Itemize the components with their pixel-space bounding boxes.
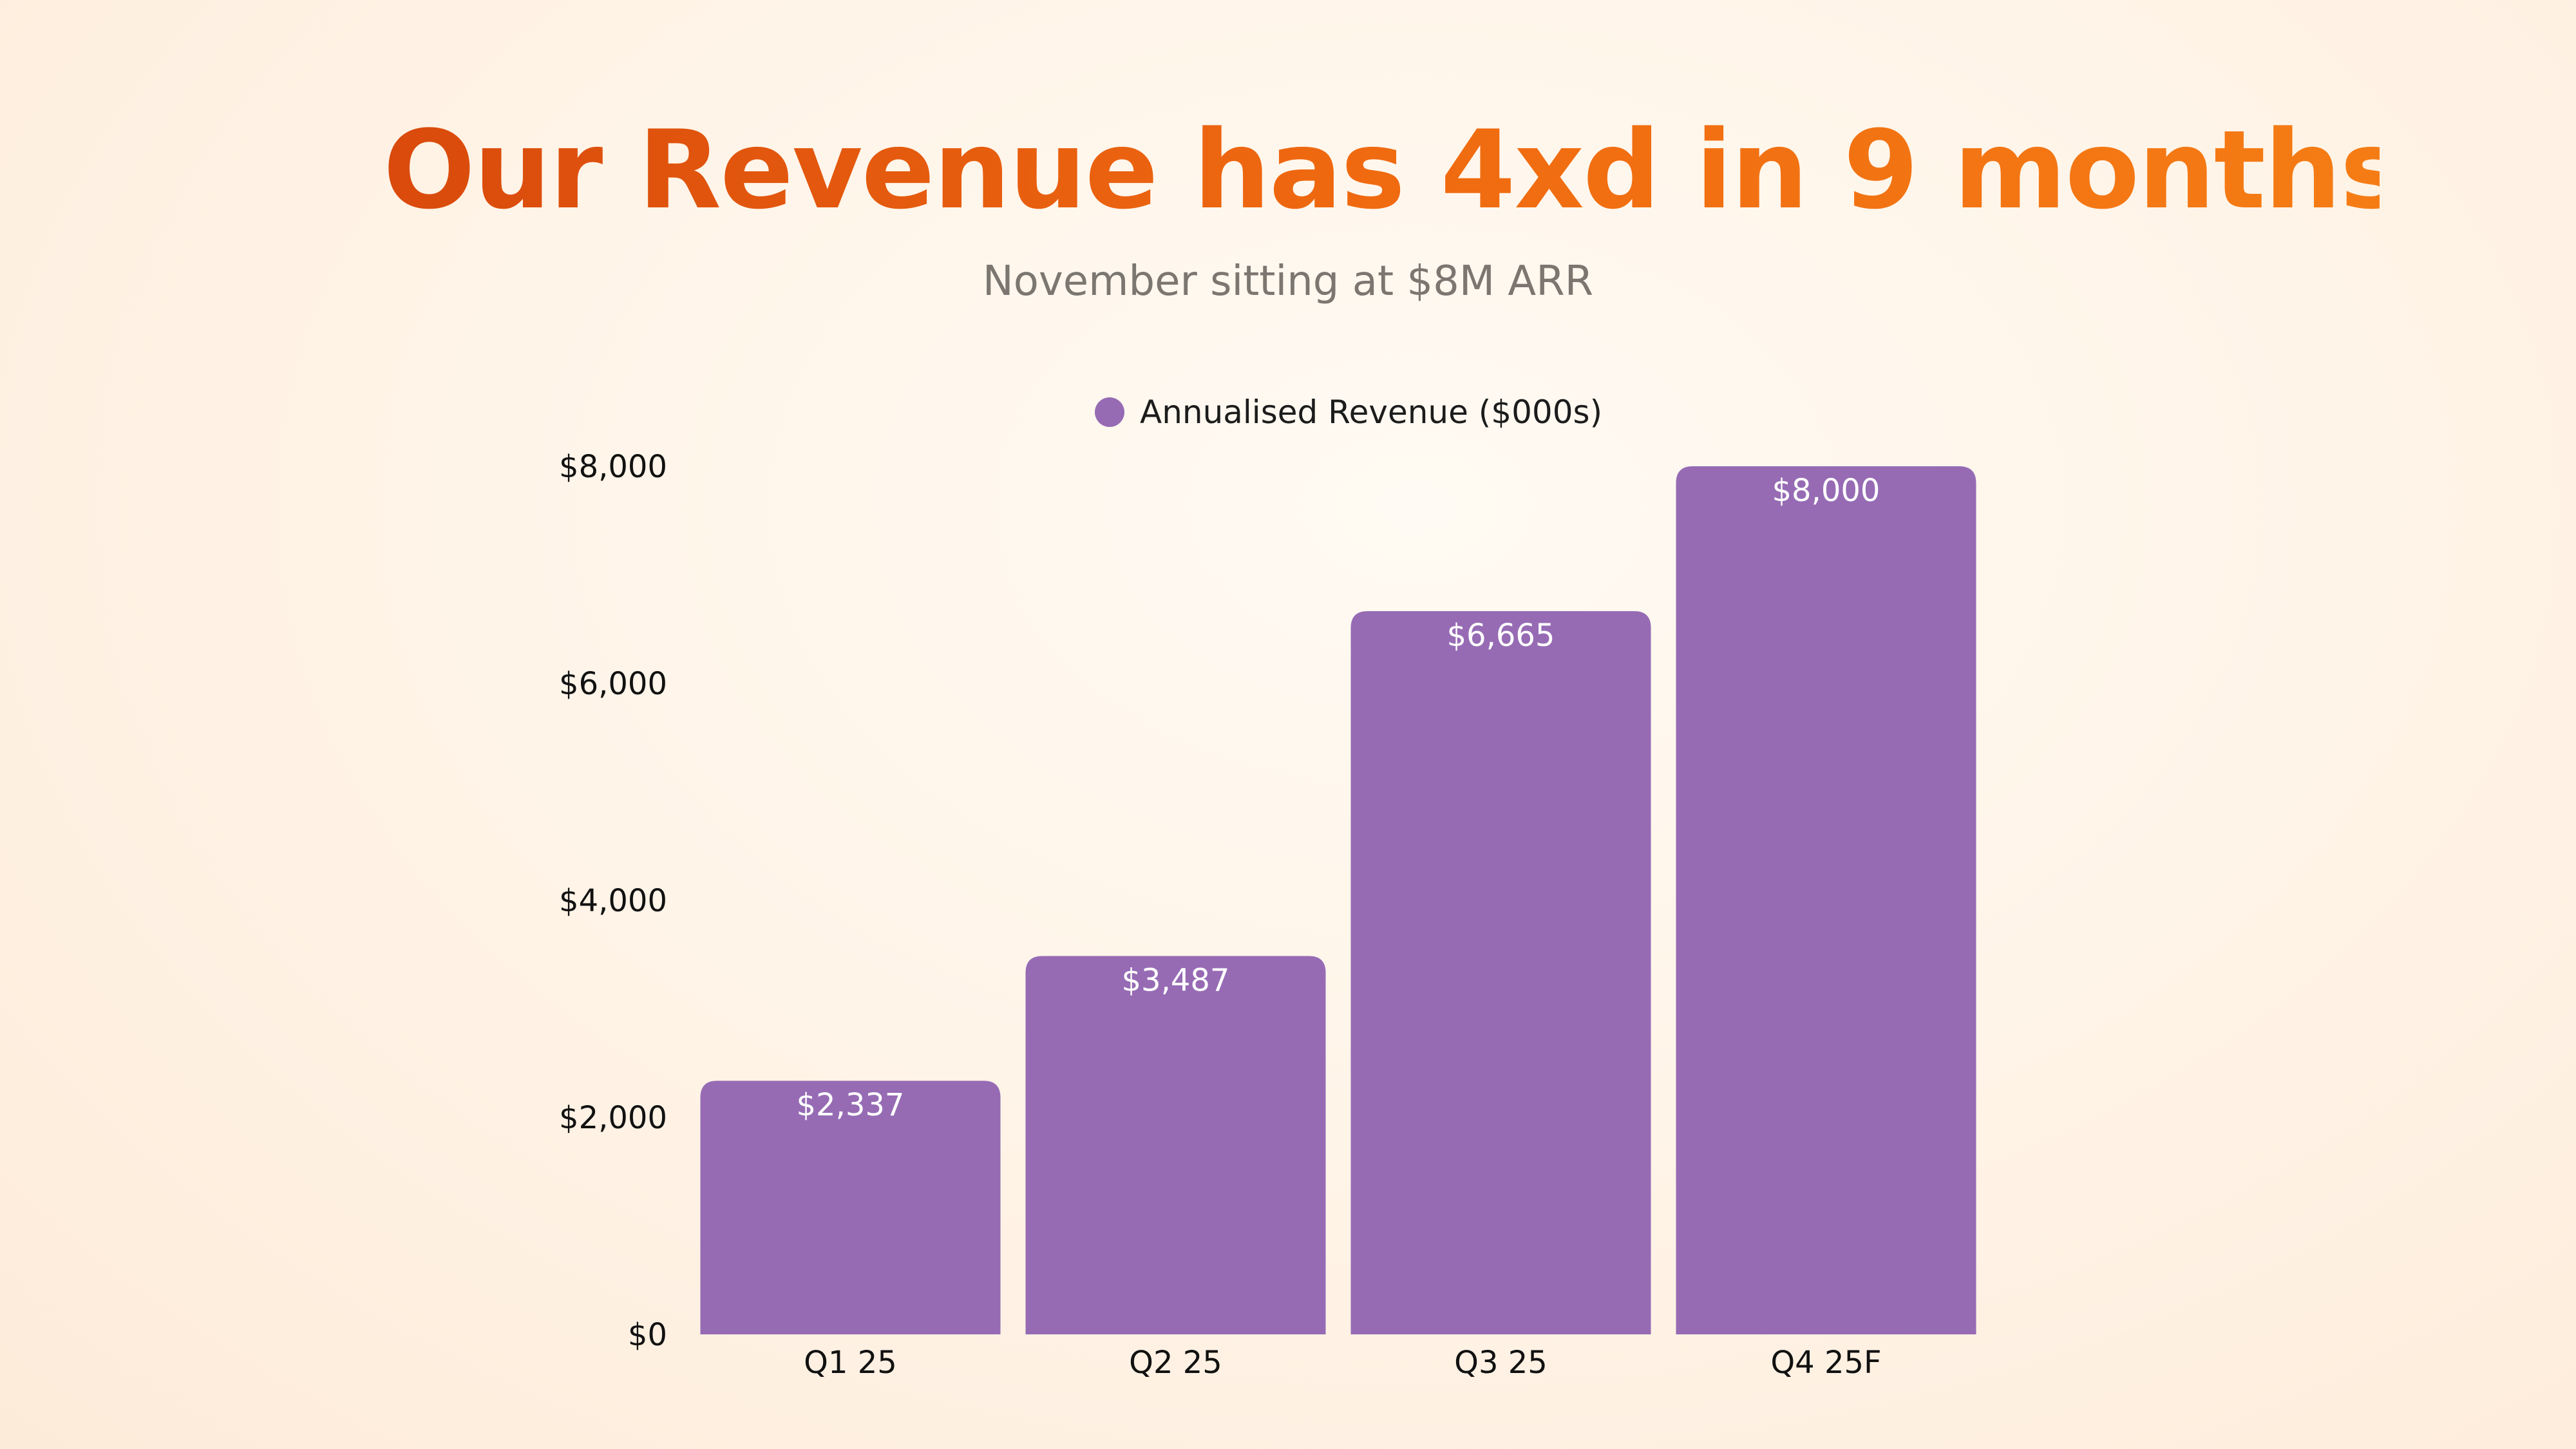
bar-value-label: $2,337 [797, 1087, 905, 1123]
page-subtitle: November sitting at $8M ARR [982, 258, 1594, 305]
y-tick-label: $4,000 [559, 883, 667, 919]
bar-q2-25 [1025, 956, 1326, 1334]
y-tick-label: $8,000 [559, 449, 667, 485]
x-tick-label: Q2 25 [1129, 1345, 1222, 1381]
x-axis: Q1 25 Q2 25 Q3 25 Q4 25F [804, 1345, 1881, 1381]
page-title: Our Revenue has 4xd in 9 months [383, 107, 2405, 233]
bar-q4-25f [1676, 466, 1976, 1334]
y-tick-label: $6,000 [559, 666, 667, 702]
legend-label: Annualised Revenue ($000s) [1140, 393, 1603, 431]
y-tick-label: $2,000 [559, 1100, 667, 1136]
bar-q1-25 [700, 1081, 1001, 1334]
bar-value-label: $8,000 [1772, 473, 1880, 509]
bar-series: $2,337 $3,487 $6,665 $8,000 [700, 466, 1976, 1334]
title-container: Our Revenue has 4xd in 9 months [383, 107, 2405, 258]
x-tick-label: Q4 25F [1770, 1345, 1881, 1381]
legend-swatch [1095, 397, 1124, 427]
bar-value-label: $3,487 [1122, 962, 1230, 998]
bar-q3-25 [1350, 611, 1651, 1334]
y-axis: $0 $2,000 $4,000 $6,000 $8,000 [559, 449, 667, 1353]
x-tick-label: Q3 25 [1454, 1345, 1548, 1381]
y-tick-label: $0 [628, 1317, 667, 1353]
chart-legend: Annualised Revenue ($000s) [1095, 386, 1602, 438]
x-tick-label: Q1 25 [804, 1345, 897, 1381]
bar-value-label: $6,665 [1447, 618, 1555, 654]
